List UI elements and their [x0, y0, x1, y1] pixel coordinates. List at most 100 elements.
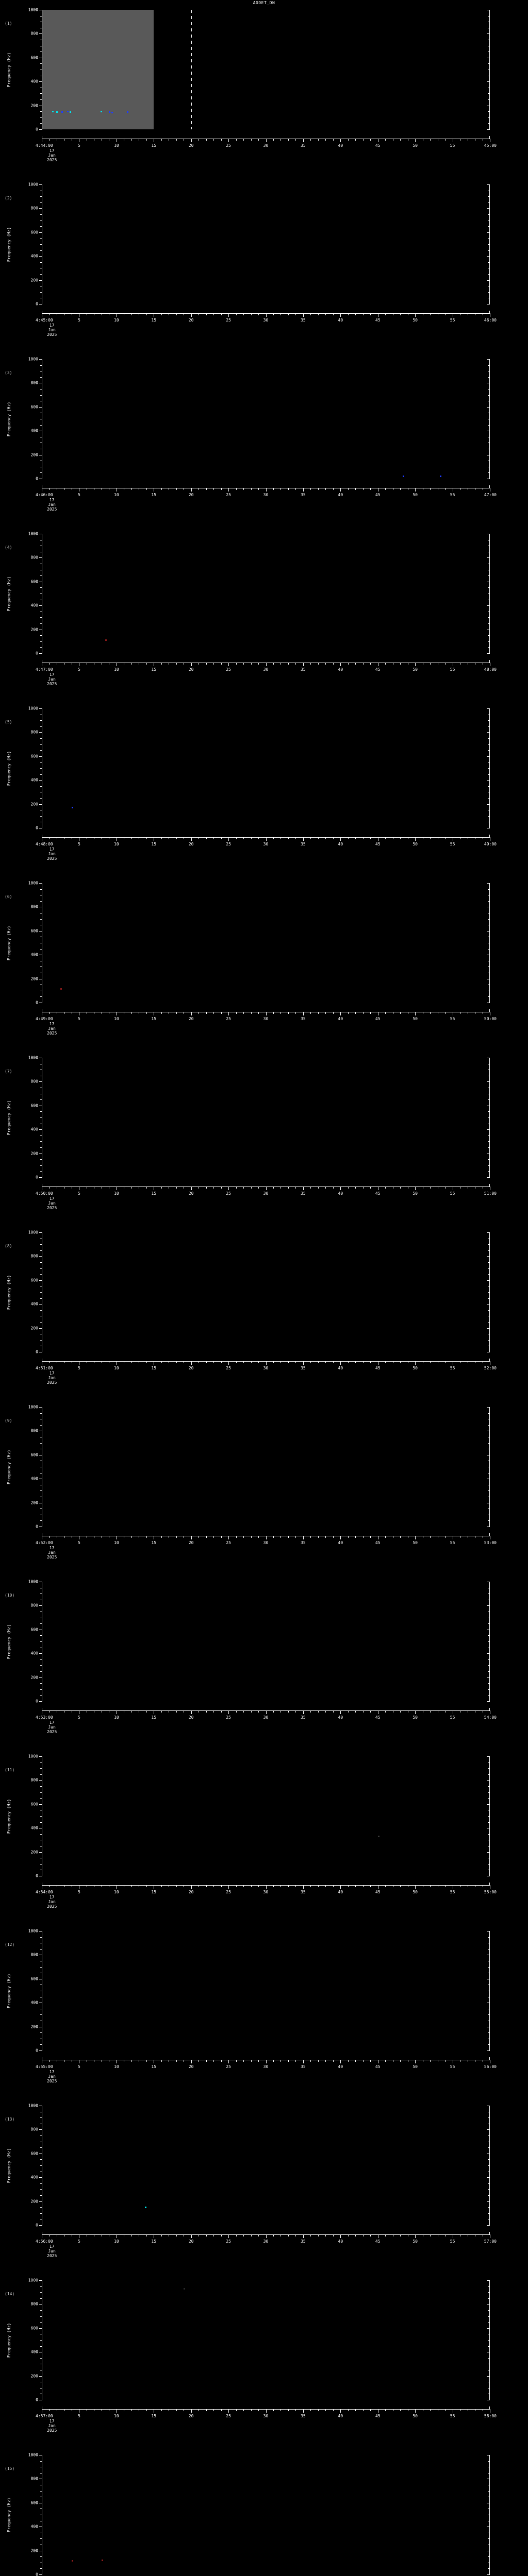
y-tick-label: 800: [30, 380, 38, 385]
x-tick: [206, 488, 207, 490]
y-tick-right: [487, 2328, 490, 2329]
x-tick: [295, 1012, 296, 1014]
y-tick-right: [488, 63, 490, 64]
y-tick-right: [487, 732, 490, 733]
x-tick-label: 30: [263, 493, 269, 497]
y-tick-label: 600: [30, 579, 38, 584]
y-tick-right: [488, 1117, 490, 1118]
x-tick: [415, 1710, 416, 1714]
x-tick: [273, 837, 274, 839]
x-tick: [348, 1710, 349, 1713]
y-tick-label: 1000: [28, 182, 38, 187]
y-tick-left: [40, 623, 42, 624]
x-tick: [333, 1361, 334, 1363]
y-tick-left: [39, 883, 42, 884]
x-tick: [318, 1187, 319, 1189]
y-tick-right: [488, 2117, 490, 2119]
x-tick: [415, 313, 416, 317]
x-tick: [213, 1885, 214, 1887]
x-tick: [176, 1536, 177, 1538]
x-tick: [243, 313, 244, 315]
y-tick-left: [40, 948, 42, 950]
x-tick: [370, 1361, 371, 1363]
x-tick-label: 15: [151, 1191, 157, 1196]
x-tick: [161, 2234, 162, 2236]
y-tick-left: [40, 2189, 42, 2190]
x-tick: [400, 1012, 401, 1014]
x-tick-label: 40: [338, 1540, 343, 1545]
y-tick-right: [487, 557, 490, 558]
x-tick: [228, 139, 229, 142]
date-line: Jan: [48, 1201, 56, 1206]
y-tick-right: [487, 232, 490, 233]
y-tick-right: [488, 202, 490, 203]
y-tick-label: 800: [30, 1777, 38, 1783]
y-tick-right: [487, 883, 490, 884]
y-tick-right: [488, 738, 490, 739]
x-tick: [355, 1187, 356, 1189]
x-tick-label: 20: [188, 1890, 194, 1894]
y-tick-right: [487, 1177, 490, 1178]
time-axis: 4:54:00 5 10 15 20 25 30 35 40 45 50 55 55:00 17 Jan 20…: [36, 1883, 497, 1909]
y-tick-label: 0: [36, 2223, 38, 2228]
x-tick-label: 25: [226, 1366, 231, 1370]
x-tick: [228, 1361, 229, 1365]
y-tick-left: [40, 2490, 42, 2492]
x-tick: [258, 1710, 259, 1713]
x-tick-label-start: 4:55:00: [36, 2064, 53, 2069]
x-tick-label: 35: [301, 1191, 306, 1196]
x-tick-label: 25: [226, 1191, 231, 1196]
x-tick-label: 45: [375, 2414, 381, 2418]
x-tick-label: 35: [301, 2414, 306, 2418]
y-tick-label: 0: [36, 825, 38, 831]
y-tick-right: [488, 1816, 490, 1817]
x-tick: [370, 1536, 371, 1538]
x-tick-label: 10: [114, 1016, 119, 1021]
x-tick: [325, 488, 326, 490]
x-tick: [445, 1536, 446, 1538]
y-tick-label: 800: [30, 2127, 38, 2132]
x-tick-label: 35: [301, 2239, 306, 2244]
y-tick-left: [40, 1171, 42, 1172]
y-tick-left: [39, 756, 42, 757]
x-tick-label: 30: [263, 2239, 269, 2244]
x-tick: [236, 663, 237, 665]
y-tick-right: [488, 1798, 490, 1799]
y-tick-label: 600: [30, 1103, 38, 1108]
y-tick-label: 400: [30, 2175, 38, 2180]
x-tick-label: 10: [114, 2064, 119, 2069]
x-tick: [355, 1012, 356, 1014]
y-tick-right: [488, 262, 490, 263]
y-tick-right: [488, 2556, 490, 2557]
y-tick-right: [487, 1653, 490, 1654]
x-tick-label: 30: [263, 842, 269, 846]
x-tick: [221, 1710, 222, 1713]
y-tick-left: [40, 1250, 42, 1251]
x-tick: [303, 2409, 304, 2413]
y-tick-left: [40, 2207, 42, 2208]
x-tick: [280, 1187, 282, 1189]
date-line: Jan: [48, 852, 56, 856]
y-tick-right: [488, 901, 490, 902]
x-tick-label: 45: [375, 1191, 381, 1196]
x-tick: [258, 2409, 259, 2411]
x-tick: [362, 313, 364, 315]
y-tick-label: 600: [30, 2326, 38, 2331]
x-tick: [333, 1012, 334, 1014]
y-tick-left: [40, 2213, 42, 2214]
y-tick-right: [488, 2195, 490, 2196]
x-tick: [310, 1885, 311, 1887]
x-tick: [161, 1536, 162, 1538]
x-tick-label: 45: [375, 2064, 381, 2069]
x-tick: [333, 663, 334, 665]
x-tick: [251, 313, 252, 315]
x-tick: [49, 313, 50, 315]
y-tick-left: [40, 2346, 42, 2347]
y-tick-label: 0: [36, 1000, 38, 1005]
x-tick-label-start: 4:48:00: [36, 842, 53, 846]
x-tick-label: 45: [375, 667, 381, 672]
x-tick: [206, 663, 207, 665]
y-tick-label: 400: [30, 952, 38, 957]
x-tick: [273, 2060, 274, 2062]
x-tick: [325, 2060, 326, 2062]
